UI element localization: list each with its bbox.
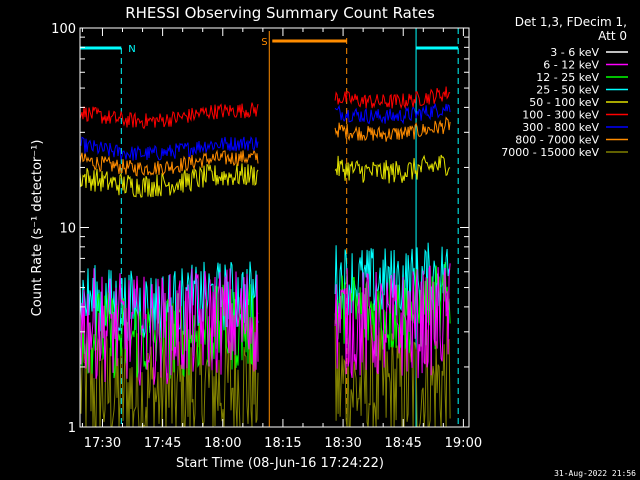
y-tick-label: 100 [51, 22, 76, 37]
legend-header-line-2: Att 0 [598, 29, 627, 43]
series-trace-800-7000kev [79, 148, 259, 177]
series-trace-50-100kev [334, 154, 451, 184]
series-trace-300-800kev [334, 103, 451, 125]
y-tick-label: 10 [59, 222, 76, 237]
legend-label: 12 - 25 keV [536, 71, 599, 84]
series-trace-300-800kev [80, 136, 259, 161]
series-trace-6-12kev [334, 263, 451, 379]
legend-label: 100 - 300 keV [522, 109, 599, 122]
series-trace-100-300kev [334, 86, 451, 110]
x-axis-label: Start Time (08-Jun-16 17:24:22) [176, 456, 384, 471]
timestamp: 31-Aug-2022 21:56 [554, 469, 636, 478]
legend-label: 6 - 12 keV [543, 59, 599, 72]
legend-header-line-1: Det 1,3, FDecim 1, [515, 15, 627, 29]
x-tick-label: 18:15 [264, 436, 301, 451]
x-tick-label: 18:45 [384, 436, 421, 451]
x-tick-label: 17:45 [144, 436, 181, 451]
x-tick-label: 19:00 [445, 436, 482, 451]
y-axis-label: Count Rate (s⁻¹ detector⁻¹) [30, 140, 45, 317]
series-trace-100-300kev [79, 102, 259, 130]
legend-label: 3 - 6 keV [550, 46, 599, 59]
series-trace-800-7000kev [334, 116, 451, 142]
series-trace-7000-15000kev [79, 316, 259, 429]
x-tick-label: 17:30 [84, 436, 121, 451]
plot-area: NS [79, 27, 470, 429]
saa-label: S [261, 37, 267, 48]
x-axis: 17:30 17:45 18:00 18:15 18:30 18:45 19:00 [81, 28, 482, 451]
legend-label: 800 - 7000 keV [515, 134, 599, 147]
chart-title: RHESSI Observing Summary Count Rates [125, 4, 435, 22]
y-tick-label: 1 [68, 421, 76, 436]
y-axis: 1 10 100 [51, 22, 469, 436]
legend-label: 50 - 100 keV [529, 96, 599, 109]
legend-label: 25 - 50 keV [536, 84, 599, 97]
legend-label: 300 - 800 keV [522, 121, 599, 134]
legend-label: 7000 - 15000 keV [501, 146, 599, 159]
series-trace-6-12kev [79, 268, 259, 386]
series-trace-25-50kev [79, 261, 259, 341]
x-tick-label: 18:00 [204, 436, 241, 451]
series-trace-50-100kev [79, 163, 259, 198]
x-tick-label: 18:30 [324, 436, 361, 451]
night-label: N [128, 44, 135, 55]
